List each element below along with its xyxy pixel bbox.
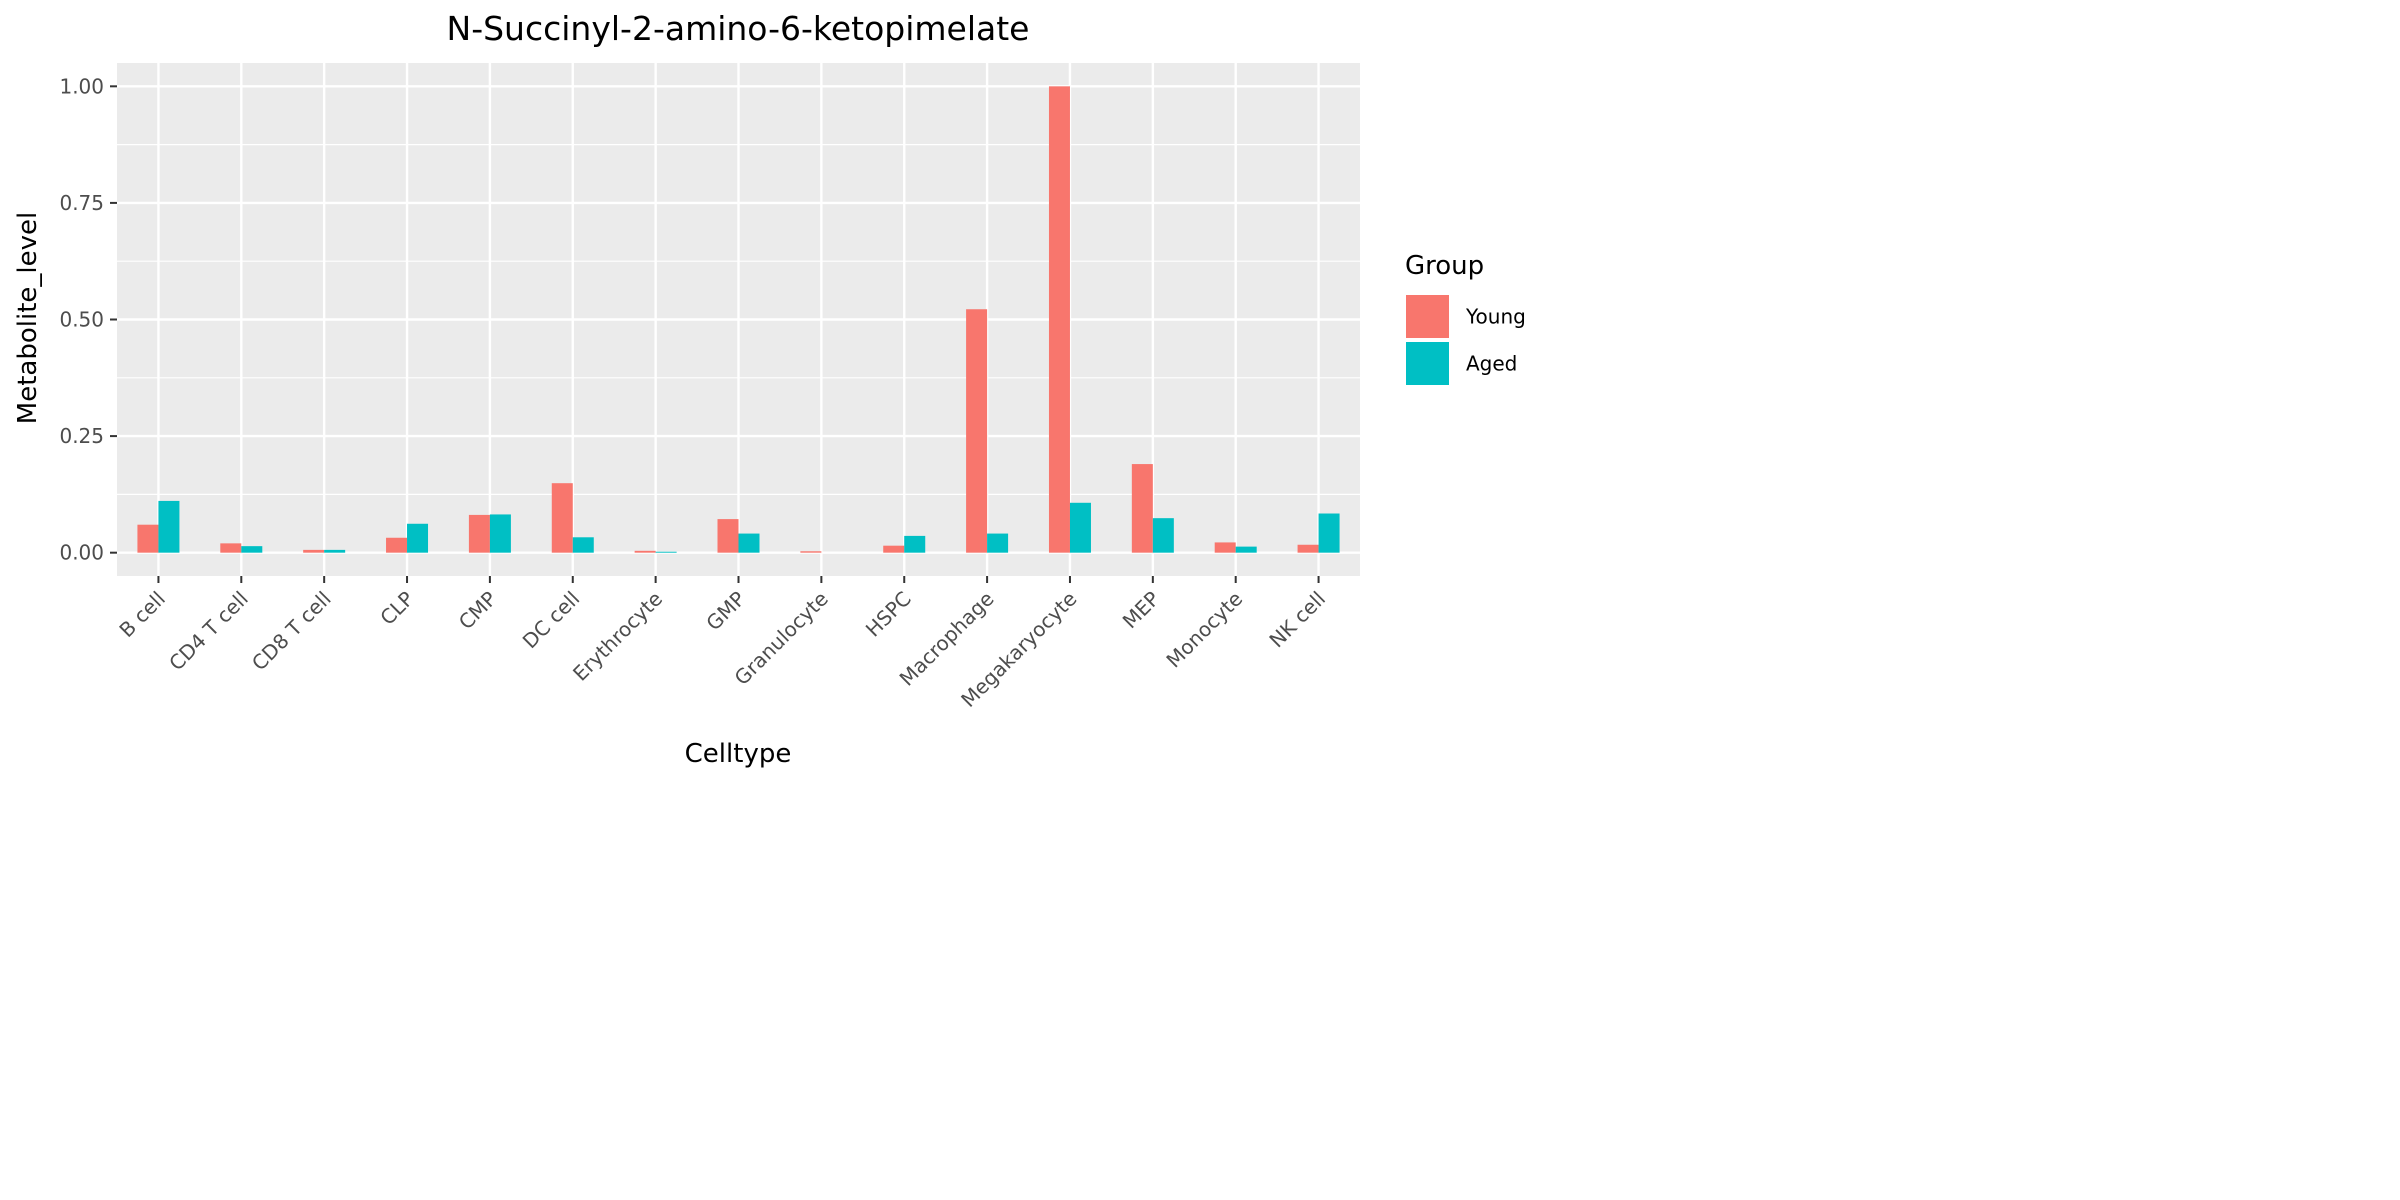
bar-aged: [987, 533, 1009, 553]
bar-young: [137, 524, 159, 553]
bar-young: [883, 545, 905, 553]
bar-young: [1048, 86, 1070, 553]
x-tick-label: GMP: [701, 587, 750, 636]
legend-label-aged: Aged: [1466, 352, 1517, 376]
bar-aged: [655, 551, 677, 553]
bar-aged: [904, 535, 926, 553]
x-tick-label: DC cell: [518, 587, 585, 654]
bar-aged: [1318, 513, 1340, 553]
bar-young: [303, 549, 325, 553]
y-axis-title: Metabolite_level: [13, 212, 43, 424]
x-tick-label: CMP: [454, 587, 502, 635]
x-tick-label: MEP: [1118, 587, 1165, 634]
y-tick-label: 1.00: [59, 74, 104, 98]
legend-title: Group: [1405, 251, 1484, 281]
bar-young: [634, 550, 656, 553]
x-axis-title: Celltype: [685, 739, 792, 769]
bar-young: [1214, 542, 1236, 553]
bar-young: [717, 519, 739, 553]
legend-key-young: [1406, 295, 1449, 338]
bar-aged: [324, 549, 346, 553]
bar-aged: [158, 500, 180, 553]
y-tick-label: 0.00: [59, 541, 104, 565]
chart-title: N-Succinyl-2-amino-6-ketopimelate: [447, 9, 1030, 48]
x-tick-label: B cell: [114, 587, 170, 643]
legend: Group Young Aged: [1405, 251, 1526, 385]
bar-young: [966, 309, 988, 553]
x-tick-label: Monocyte: [1161, 587, 1247, 673]
x-tick-label: Erythrocyte: [568, 587, 667, 686]
bar-young: [386, 537, 408, 553]
y-tick-label: 0.50: [59, 308, 104, 332]
x-tick-label: CD4 T cell: [164, 587, 253, 676]
bar-chart: N-Succinyl-2-amino-6-ketopimelate 0.000.…: [13, 9, 1526, 769]
bar-aged: [1235, 546, 1257, 553]
bar-aged: [1152, 518, 1174, 553]
bar-aged: [241, 546, 263, 553]
bar-young: [220, 543, 242, 553]
bar-aged: [489, 514, 511, 553]
y-tick-label: 0.75: [59, 191, 104, 215]
y-tick-label: 0.25: [59, 424, 104, 448]
bar-young: [800, 551, 822, 553]
bar-young: [1131, 464, 1153, 553]
bar-young: [468, 514, 490, 553]
bar-aged: [1069, 502, 1091, 553]
bar-aged: [407, 523, 429, 553]
legend-label-young: Young: [1465, 305, 1526, 329]
legend-key-aged: [1406, 342, 1449, 385]
x-tick-label: HSPC: [861, 587, 916, 642]
x-tick-label: CD8 T cell: [247, 587, 336, 676]
bar-aged: [572, 537, 594, 553]
x-tick-label: CLP: [375, 587, 418, 630]
bar-young: [1297, 544, 1319, 553]
bar-young: [551, 483, 573, 553]
x-tick-label: NK cell: [1264, 587, 1330, 653]
bar-aged: [738, 533, 760, 553]
chart-container: N-Succinyl-2-amino-6-ketopimelate 0.00 0.…: [0, 0, 1546, 773]
